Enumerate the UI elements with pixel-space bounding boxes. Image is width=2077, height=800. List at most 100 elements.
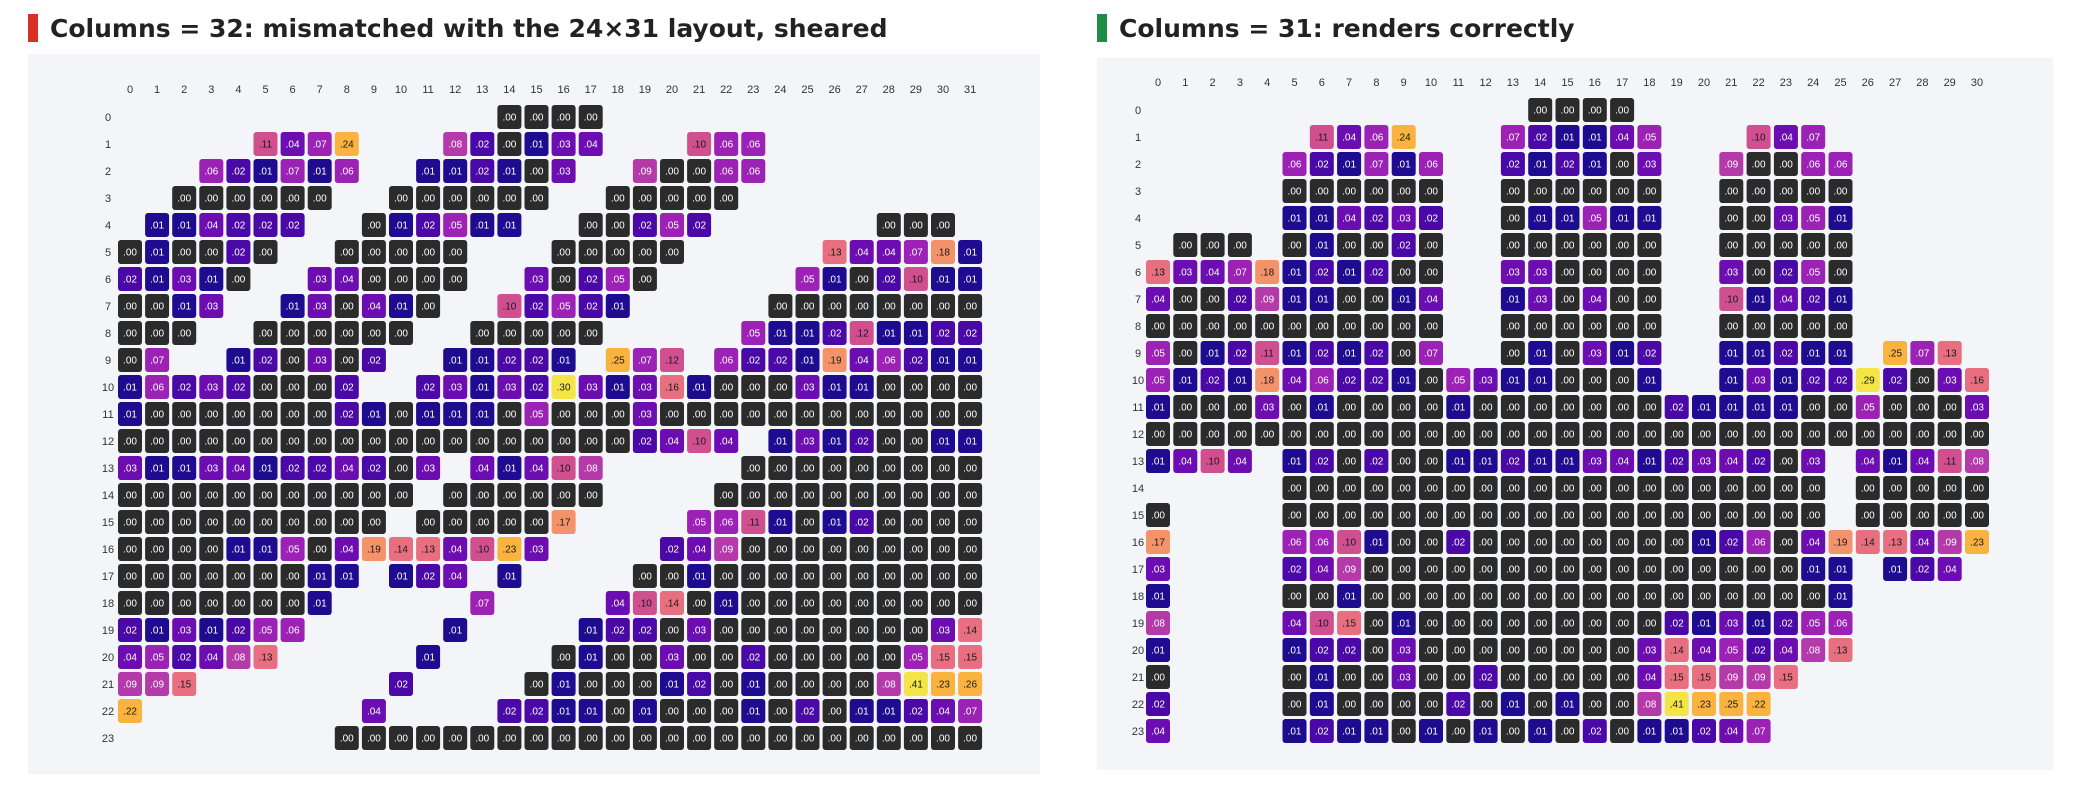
heatmap-cell <box>1364 206 1389 230</box>
heatmap-cell <box>632 591 657 615</box>
heatmap-cell <box>361 699 386 723</box>
y-tick-label: 3 <box>1135 186 1141 198</box>
left-panel-title: Columns = 32: mismatched with the 24×31 … <box>28 12 888 44</box>
cell-value-label: .01 <box>963 437 977 448</box>
cell-value-label: .00 <box>123 518 137 529</box>
y-tick-label: 22 <box>102 706 114 718</box>
cell-value-label: .00 <box>1533 187 1547 198</box>
heatmap-cell <box>416 645 441 669</box>
cell-value-label: .04 <box>1151 295 1165 306</box>
cell-value-label: .00 <box>1178 295 1192 306</box>
cell-value-label: .01 <box>557 356 571 367</box>
cell-value-label: .00 <box>1397 268 1411 279</box>
cell-value-label: .01 <box>719 599 733 610</box>
cell-value-label: .02 <box>1506 160 1520 171</box>
cell-value-label: .02 <box>1834 376 1848 387</box>
heatmap-cell <box>497 564 522 588</box>
heatmap-cell <box>416 726 441 750</box>
cell-value-label: .00 <box>394 275 408 286</box>
heatmap-cell <box>524 348 549 372</box>
cell-value-label: .03 <box>1533 295 1547 306</box>
cell-value-label: .00 <box>1670 511 1684 522</box>
cell-value-label: .00 <box>286 572 300 583</box>
cell-value-label: .00 <box>448 491 462 502</box>
heatmap-cell <box>1391 206 1416 230</box>
cell-value-label: .03 <box>313 356 327 367</box>
cell-value-label: .02 <box>313 464 327 475</box>
heatmap-cell <box>172 375 197 399</box>
cell-value-label: .00 <box>773 734 787 745</box>
cell-value-label: .00 <box>719 410 733 421</box>
cell-value-label: .00 <box>855 275 869 286</box>
cell-value-label: .00 <box>855 545 869 556</box>
cell-value-label: .00 <box>1615 619 1629 630</box>
cell-value-label: .05 <box>1151 349 1165 360</box>
cell-value-label: .00 <box>421 194 435 205</box>
cell-value-label: .00 <box>882 518 896 529</box>
x-tick-label: 23 <box>747 84 759 96</box>
heatmap-cell <box>334 564 359 588</box>
heatmap-cell <box>470 510 495 534</box>
cell-value-label: .11 <box>1261 349 1275 360</box>
heatmap-cell <box>253 402 278 426</box>
heatmap-cell <box>958 483 983 507</box>
cell-value-label: .02 <box>1779 349 1793 360</box>
cell-value-label: .10 <box>557 464 571 475</box>
cell-value-label: .00 <box>963 464 977 475</box>
cell-value-label: .00 <box>1724 241 1738 252</box>
cell-value-label: .01 <box>502 572 516 583</box>
y-tick-label: 15 <box>102 517 114 529</box>
cell-value-label: .01 <box>1533 376 1547 387</box>
heatmap-cell <box>389 294 413 318</box>
cell-value-label: .00 <box>259 572 273 583</box>
heatmap-cell <box>632 402 657 426</box>
cell-value-label: .02 <box>502 707 516 718</box>
heatmap-cell <box>958 375 983 399</box>
cell-value-label: .04 <box>1943 565 1957 576</box>
cell-value-label: .00 <box>1615 673 1629 684</box>
x-tick-label: 11 <box>1453 77 1464 89</box>
cell-value-label: .02 <box>421 221 435 232</box>
heatmap-cell <box>795 402 820 426</box>
heatmap-cell <box>931 537 955 561</box>
heatmap-cell <box>470 429 495 453</box>
heatmap-cell <box>172 429 197 453</box>
cell-value-label: .00 <box>530 734 544 745</box>
cell-value-label: .04 <box>1779 295 1793 306</box>
heatmap-cell <box>660 618 684 642</box>
heatmap-cell <box>497 483 522 507</box>
cell-value-label: .02 <box>231 626 245 637</box>
cell-value-label: .03 <box>1533 268 1547 279</box>
cell-value-label: .00 <box>1752 430 1766 441</box>
cell-value-label: .06 <box>719 167 733 178</box>
cell-value-label: .02 <box>1670 457 1684 468</box>
cell-value-label: .00 <box>746 626 760 637</box>
heatmap-cell <box>1610 152 1635 176</box>
cell-value-label: .00 <box>231 491 245 502</box>
cell-value-label: .00 <box>1288 511 1302 522</box>
cell-value-label: .13 <box>828 248 842 259</box>
y-tick-label: 21 <box>1132 672 1144 684</box>
cell-value-label: .02 <box>1233 295 1247 306</box>
cell-value-label: .00 <box>1233 241 1247 252</box>
heatmap-cell <box>1746 179 1771 203</box>
cell-value-label: .00 <box>909 599 923 610</box>
cell-value-label: .13 <box>421 545 435 556</box>
cell-value-label: .00 <box>1806 187 1820 198</box>
cell-value-label: .00 <box>1479 700 1493 711</box>
heatmap-cell <box>199 267 224 291</box>
heatmap-cell <box>1610 125 1635 149</box>
cell-value-label: .00 <box>611 248 625 259</box>
cell-value-label: .00 <box>773 653 787 664</box>
cell-value-label: .03 <box>1397 646 1411 657</box>
cell-value-label: .04 <box>584 140 598 151</box>
heatmap-cell <box>172 483 197 507</box>
cell-value-label: .08 <box>1151 619 1165 630</box>
cell-value-label: .00 <box>1615 376 1629 387</box>
cell-value-label: .04 <box>1342 133 1356 144</box>
cell-value-label: .01 <box>1151 403 1165 414</box>
heatmap-cell <box>903 267 928 291</box>
cell-value-label: .00 <box>286 329 300 340</box>
cell-value-label: .00 <box>746 464 760 475</box>
cell-value-label: .00 <box>882 464 896 475</box>
